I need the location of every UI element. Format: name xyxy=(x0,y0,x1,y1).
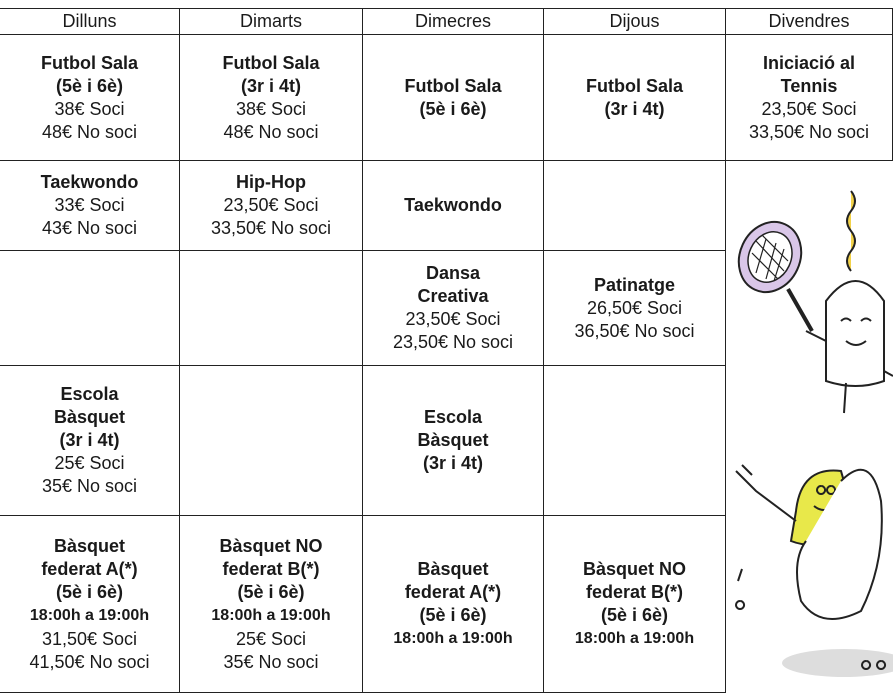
cell xyxy=(180,366,363,516)
cell-line: (5è i 6è) xyxy=(419,98,487,119)
cell-line: 31,50€ Soci xyxy=(41,628,138,649)
cell-line: (5è i 6è) xyxy=(55,581,124,602)
header-cell: Dimecres xyxy=(363,9,544,35)
cell xyxy=(544,161,726,251)
cell: Escola Bàsquet (3r i 4t) 25€ Soci 35€ No soc… xyxy=(0,366,180,516)
cell-line: Patinatge xyxy=(593,274,676,295)
cell: Futbol Sala (5è i 6è) 38€ Soci 48€ No soci xyxy=(0,35,180,161)
cell: Futbol Sala (3r i 4t) xyxy=(544,35,726,161)
cell-line: Hip-Hop xyxy=(236,172,306,192)
cell: Bàsquet federat A(*) (5è i 6è) 18:00h a 19:… xyxy=(363,516,544,693)
cell-line: Bàsquet NO xyxy=(219,535,323,556)
cell-line: Futbol Sala xyxy=(404,75,502,96)
cell-line: 43€ No soci xyxy=(41,218,138,238)
header-cell: Dijous xyxy=(544,9,726,35)
cell-line: (5è i 6è) xyxy=(55,75,124,96)
cell-line: Escola xyxy=(60,384,119,404)
cell-line: 25€ Soci xyxy=(54,453,125,473)
header-cell: Divendres xyxy=(726,9,893,35)
header-cell: Dilluns xyxy=(0,9,180,35)
cell-line: federat B(*) xyxy=(222,558,320,579)
cell-line: (3r i 4t) xyxy=(240,75,301,96)
cell: Bàsquet NO federat B(*) (5è i 6è) 18:00h a … xyxy=(180,516,363,693)
cell-line: (5è i 6è) xyxy=(600,604,669,625)
cell-line: Futbol Sala xyxy=(222,52,320,73)
cell-line: federat A(*) xyxy=(41,558,138,579)
cell-line: 25€ Soci xyxy=(235,628,307,649)
cell-line: 23,50€ Soci xyxy=(223,195,319,215)
cell-line: Escola xyxy=(423,407,483,427)
cell xyxy=(544,366,726,516)
cell-line: 33,50€ No soci xyxy=(748,121,870,142)
cell-line: 23,50€ Soci xyxy=(761,98,857,119)
cell-line: (3r i 4t) xyxy=(422,453,483,473)
cell: Iniciació al Tennis 23,50€ Soci 33,50€ No s… xyxy=(726,35,893,161)
cell-line: 41,50€ No soci xyxy=(29,651,150,672)
cell-line: (3r i 4t) xyxy=(604,98,665,119)
cell-line: Taekwondo xyxy=(404,195,502,215)
cell-line: 23,50€ No soci xyxy=(392,332,514,352)
cell-line: Taekwondo xyxy=(40,172,139,192)
cell-line: 35€ No soci xyxy=(223,651,319,672)
cell-line: Tennis xyxy=(780,75,838,96)
cell: Taekwondo xyxy=(363,161,544,251)
cell-line: 18:00h a 19:00h xyxy=(574,629,695,647)
cell-line: Futbol Sala xyxy=(40,52,138,73)
cell-line: 26,50€ Soci xyxy=(586,297,683,318)
cell xyxy=(0,251,180,366)
cell: Escola Bàsquet (3r i 4t) xyxy=(363,366,544,516)
cell: Bàsquet federat A(*) (5è i 6è) 18:00h a 19:… xyxy=(0,516,180,693)
cell-line: 18:00h a 19:00h xyxy=(393,629,513,647)
cell xyxy=(180,251,363,366)
cell-line: 33,50€ No soci xyxy=(210,218,332,238)
cell: Patinatge 26,50€ Soci 36,50€ No soci xyxy=(544,251,726,366)
cell: Dansa Creativa 23,50€ Soci 23,50€ No soci xyxy=(363,251,544,366)
cell-line: 18:00h a 19:00h xyxy=(211,606,331,624)
header-cell: Dimarts xyxy=(180,9,363,35)
cell-line: 48€ No soci xyxy=(223,121,319,142)
cell: Taekwondo 33€ Soci 43€ No soci xyxy=(0,161,180,251)
cell-line: Futbol Sala xyxy=(585,75,683,96)
cell-line: 33€ Soci xyxy=(54,195,125,215)
cell: Futbol Sala (3r i 4t) 38€ Soci 48€ No soci xyxy=(180,35,363,161)
cell: Futbol Sala (5è i 6è) xyxy=(363,35,544,161)
schedule-table: Dilluns Dimarts Dimecres Dijous Divendres Fut… xyxy=(0,8,893,693)
cell-line: (3r i 4t) xyxy=(59,430,120,450)
cell-line: 36,50€ No soci xyxy=(574,320,695,341)
cell-line: Bàsquet xyxy=(417,558,489,579)
cell-line: 23,50€ Soci xyxy=(405,309,501,329)
cell-line: (5è i 6è) xyxy=(237,581,305,602)
cell-line: Bàsquet xyxy=(53,407,125,427)
cell-line: 18:00h a 19:00h xyxy=(29,606,150,624)
cell-line: (5è i 6è) xyxy=(419,604,487,625)
illustration xyxy=(735,190,893,677)
cell-line: 48€ No soci xyxy=(41,121,138,142)
cell-line: federat A(*) xyxy=(404,581,502,602)
cell-line: Creativa xyxy=(417,286,489,306)
cell-line: 38€ Soci xyxy=(54,98,125,119)
cell-line: Iniciació al xyxy=(762,52,856,73)
cell-line: Dansa xyxy=(425,263,481,283)
cell-line: federat B(*) xyxy=(585,581,683,602)
cell-line: 35€ No soci xyxy=(41,476,138,496)
cell-line: Bàsquet xyxy=(417,430,489,450)
cell: Bàsquet NO federat B(*) (5è i 6è) 18:00h a … xyxy=(544,516,726,693)
cell-line: 38€ Soci xyxy=(235,98,307,119)
cell-line: Bàsquet xyxy=(53,535,125,556)
cell: Hip-Hop 23,50€ Soci 33,50€ No soci xyxy=(180,161,363,251)
cell-line: Bàsquet NO xyxy=(582,558,687,579)
